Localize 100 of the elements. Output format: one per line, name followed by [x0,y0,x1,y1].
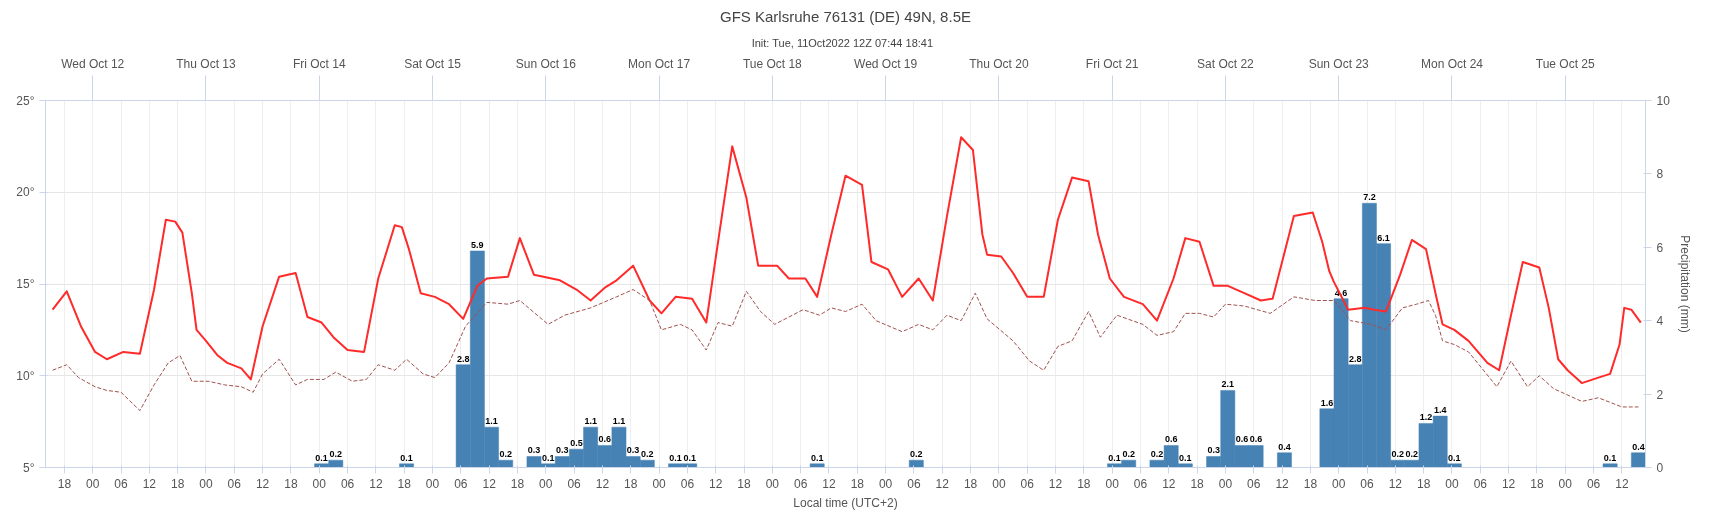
x-tick-label: 18 [1417,476,1431,491]
x2-tick-label: Mon Oct 24 [1420,56,1484,71]
y-tick-label: 20° [16,185,35,200]
data-label: 2.1 [1221,379,1235,390]
x-tick-label: 00 [1332,476,1346,491]
data-label: 0.3 [626,445,640,456]
y-tick-label: 15° [16,277,35,291]
x-tick-label: 06 [907,476,921,491]
bar [1602,463,1618,468]
x-tick-label: 00 [1445,476,1459,491]
x-tick-label: 12 [935,476,950,491]
x-tick-label: 12 [1048,476,1063,491]
x-tick-label: 06 [454,476,468,491]
x2-tick-label: Thu Oct 13 [176,56,236,71]
x-tick-label: 06 [340,476,355,491]
y2-tick-label: 6 [1656,240,1664,255]
x-tick-label: 06 [1247,476,1261,491]
data-label: 2.8 [1348,353,1362,364]
x-tick-label: 18 [170,476,185,491]
x2-tick-label: Sun Oct 16 [515,56,577,71]
x-tick-label: 18 [737,476,752,491]
data-label: 0.1 [400,452,413,463]
bar [1277,452,1292,468]
bar [399,463,414,468]
y2-tick-label: 10 [1656,94,1671,108]
data-label: 0.6 [598,434,612,445]
x2-tick-label: Mon Oct 17 [628,56,691,71]
x2-tick-label: Fri Oct 21 [1085,56,1139,71]
x-tick-label: 12 [482,476,497,491]
data-label: 1.2 [1419,412,1433,423]
x-tick-label: 00 [1105,476,1120,491]
y2-axis-title: Precipitation (mm) [1677,235,1692,333]
bar [1631,452,1646,468]
x-tick-label: 12 [595,476,610,491]
chart-subtitle: Init: Tue, 11Oct2022 12Z 07:44 18:41 [751,36,934,49]
x-tick-label: 12 [709,476,723,491]
x-tick-label: 06 [227,476,242,491]
x-tick-label: 12 [142,476,157,491]
x-tick-label: 06 [1133,476,1148,491]
data-label: 0.2 [1150,449,1164,460]
x-tick-label: 18 [1303,476,1318,491]
data-label: 0.3 [1207,445,1220,456]
x-tick-label: 06 [1020,476,1035,491]
data-label: 0.1 [1448,452,1461,463]
data-label: 0.4 [1278,441,1291,452]
x-tick-label: 00 [1558,476,1573,491]
data-label: 0.1 [669,452,682,463]
x-tick-label: 18 [1530,476,1544,491]
bar [809,463,825,468]
y2-tick-label: 0 [1656,461,1664,475]
x-tick-label: 00 [1218,476,1233,491]
y2-tick-label: 4 [1656,314,1664,329]
data-label: 0.2 [1391,449,1404,460]
x-tick-label: 06 [680,476,695,491]
x-tick-label: 12 [255,476,270,491]
x-tick-label: 00 [765,476,780,491]
data-label: 0.4 [1632,441,1645,452]
x-tick-label: 06 [567,476,582,491]
x-tick-label: 18 [850,476,865,491]
y-tick-label: 25° [16,93,35,108]
x2-tick-label: Sat Oct 15 [404,56,462,71]
x-tick-label: 12 [822,476,836,491]
x-tick-label: 12 [1162,476,1176,491]
data-label: 1.1 [612,416,626,427]
data-label: 0.1 [1108,452,1121,463]
x-tick-label: 18 [397,476,412,491]
x-tick-label: 18 [1077,476,1091,491]
data-label: 7.2 [1363,192,1376,203]
data-label: 6.1 [1377,232,1390,243]
y-tick-label: 5° [23,460,35,475]
data-label: 0.2 [1405,449,1419,460]
x-tick-label: 18 [510,476,525,491]
data-label: 0.2 [1122,449,1135,460]
x-tick-label: 06 [114,476,129,491]
data-label: 0.2 [329,449,343,460]
x-axis-title: Local time (UTC+2) [793,495,898,510]
x2-tick-label: Tue Oct 25 [1535,56,1596,71]
line-series [52,289,1639,412]
bar [908,459,924,468]
x2-tick-label: Tue Oct 18 [742,56,803,71]
x-tick-label: 06 [1360,476,1375,491]
x2-tick-label: Sun Oct 23 [1308,56,1370,71]
x-tick-label: 00 [425,476,440,491]
data-label: 0.2 [910,449,923,460]
data-label: 1.4 [1433,405,1447,416]
data-label: 0.5 [570,438,583,449]
data-label: 1.1 [485,416,498,427]
x-tick-label: 18 [963,476,978,491]
data-label: 0.6 [1249,434,1263,445]
y2-tick-label: 2 [1656,387,1664,402]
x-tick-label: 18 [1190,476,1205,491]
x-tick-label: 06 [1473,476,1488,491]
x-tick-label: 00 [86,476,100,491]
x-tick-label: 12 [1615,476,1629,491]
data-label: 0.3 [527,445,541,456]
data-label: 0.1 [1179,452,1192,463]
x-tick-label: 12 [1501,476,1516,491]
data-label: 0.2 [641,449,654,460]
chart-title: GFS Karlsruhe 76131 (DE) 49N, 8.5E [720,7,971,25]
data-label: 1.6 [1320,397,1334,408]
